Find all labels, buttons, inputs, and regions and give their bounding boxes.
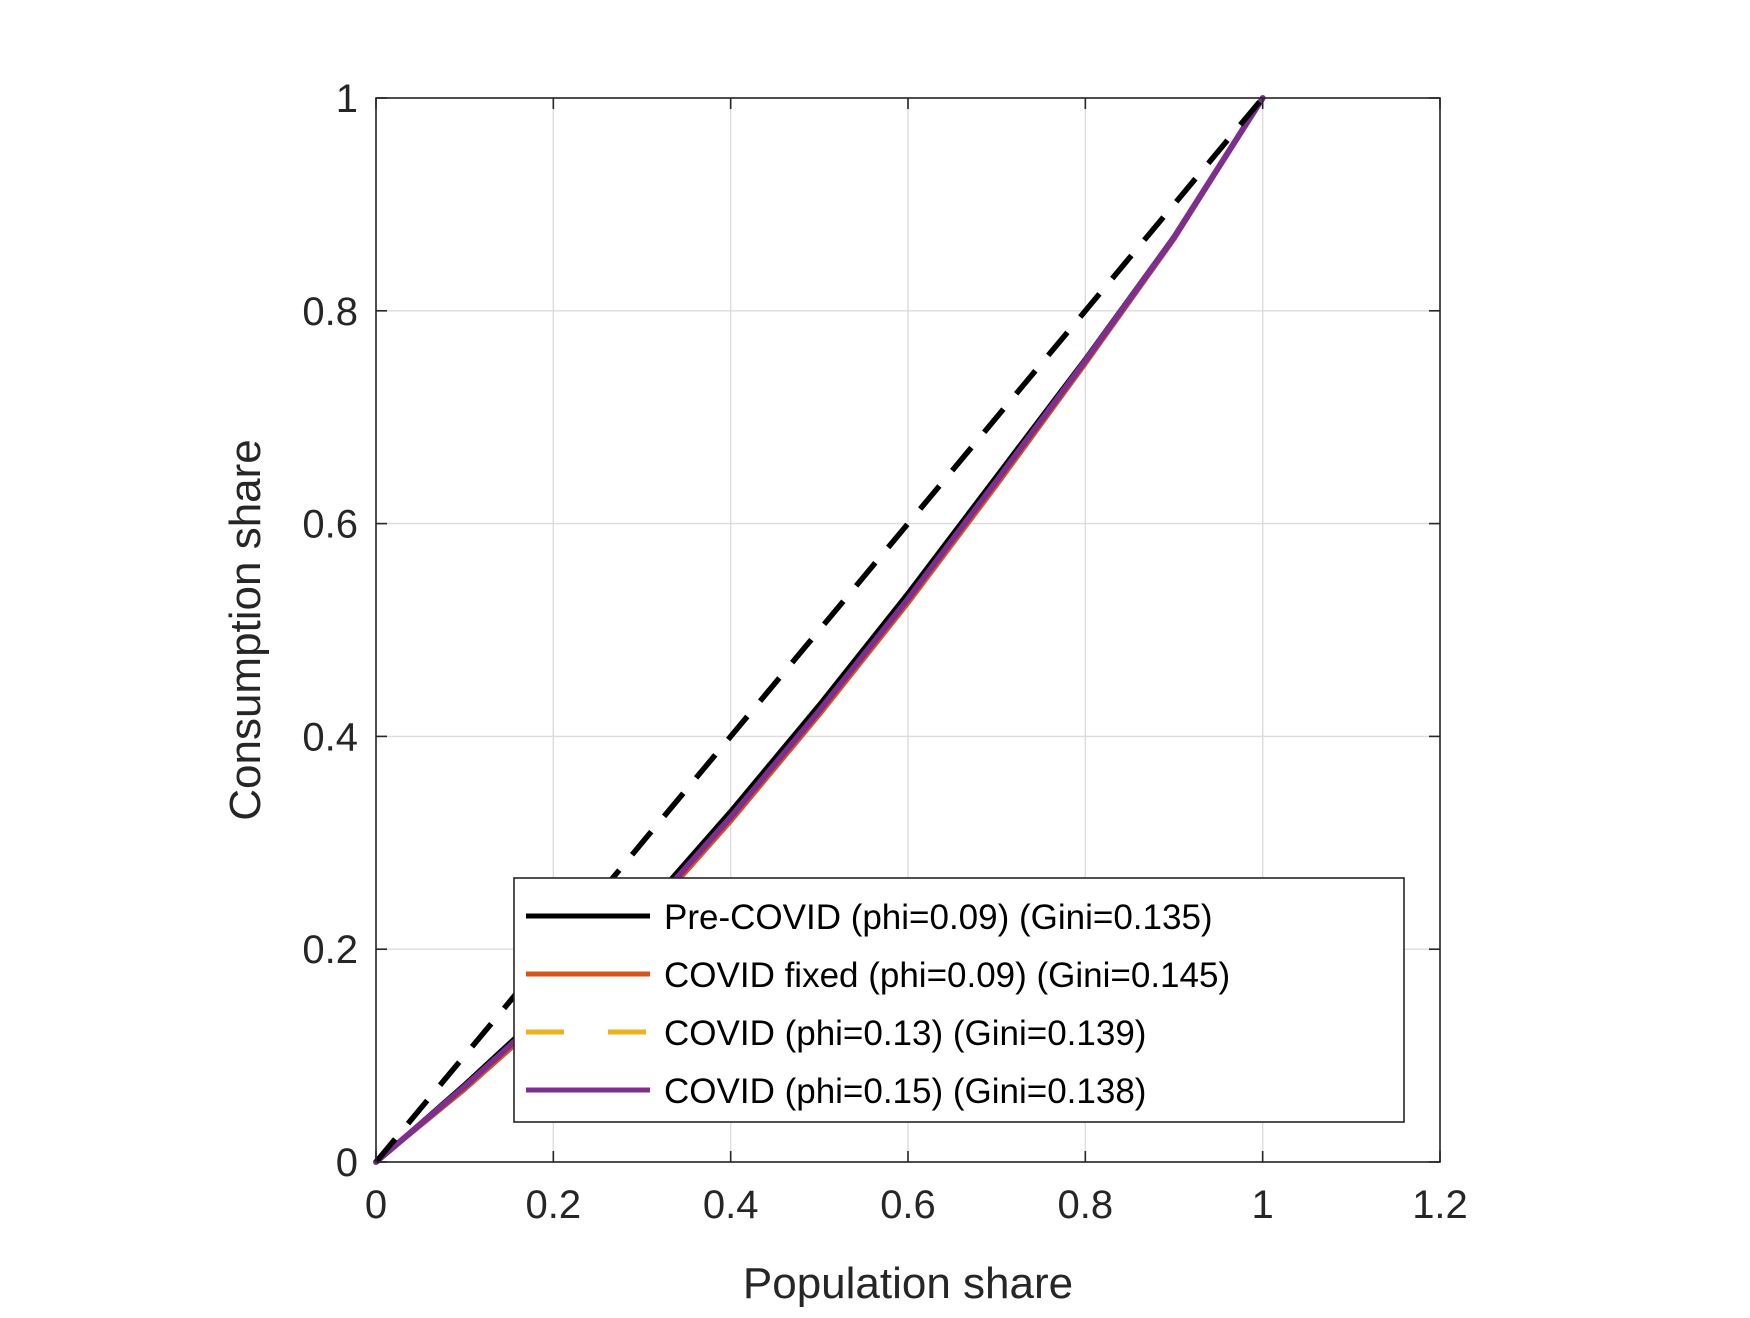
x-axis-label: Population share <box>743 1259 1073 1308</box>
x-tick-label: 0.6 <box>880 1183 936 1227</box>
legend-label-4: COVID (phi=0.15) (Gini=0.138) <box>664 1072 1146 1111</box>
y-tick-label: 0 <box>336 1141 358 1185</box>
ticks: 0 0.2 0.4 0.6 0.8 1 1.2 0 0.2 0.4 0.6 0.8 1 <box>302 77 1467 1227</box>
x-tick-label: 1 <box>1252 1183 1274 1227</box>
x-tick-label: 1.2 <box>1412 1183 1468 1227</box>
legend-label-3: COVID (phi=0.13) (Gini=0.139) <box>664 1014 1146 1053</box>
y-tick-label: 0.6 <box>302 503 358 547</box>
y-tick-label: 1 <box>336 77 358 121</box>
x-tick-label: 0.2 <box>526 1183 582 1227</box>
x-tick-label: 0 <box>365 1183 387 1227</box>
y-tick-label: 0.2 <box>302 928 358 972</box>
x-tick-label: 0.8 <box>1058 1183 1114 1227</box>
y-tick-label: 0.4 <box>302 715 358 759</box>
x-tick-label: 0.4 <box>703 1183 759 1227</box>
equality-line <box>373 96 1265 1164</box>
legend-label-1: Pre-COVID (phi=0.09) (Gini=0.135) <box>664 898 1213 937</box>
y-axis-label: Consumption share <box>221 439 270 821</box>
legend-label-2: COVID fixed (phi=0.09) (Gini=0.145) <box>664 956 1230 995</box>
legend-box <box>513 877 1405 1123</box>
legend: Pre-COVID (phi=0.09) (Gini=0.135) COVID f… <box>513 877 1405 1123</box>
y-tick-label: 0.8 <box>302 290 358 334</box>
